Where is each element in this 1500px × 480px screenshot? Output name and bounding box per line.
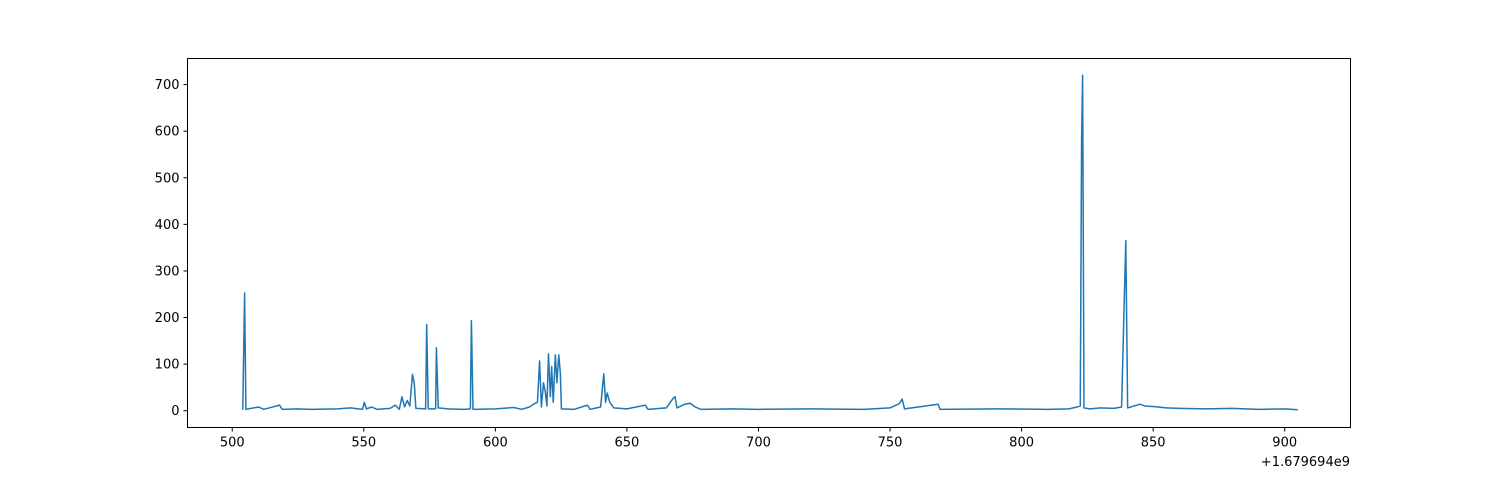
x-tick-label: 750 — [878, 436, 903, 451]
x-tick-label: 600 — [483, 436, 508, 451]
y-tick-label: 0 — [171, 404, 179, 419]
y-axis: 0 100 200 300 400 500 600 700 — [155, 78, 188, 419]
series-layer — [242, 74, 1298, 411]
x-axis-offset-label: +1.679694e9 — [1261, 455, 1350, 470]
y-tick-label: 600 — [155, 125, 180, 140]
y-tick-label: 500 — [155, 171, 180, 186]
x-axis: 500 550 600 650 700 750 800 850 900 — [220, 427, 1297, 451]
x-tick-label: 700 — [746, 436, 771, 451]
x-tick-label: 550 — [351, 436, 376, 451]
y-tick-label: 200 — [155, 311, 180, 326]
y-tick-label: 400 — [155, 218, 180, 233]
x-tick-label: 500 — [220, 436, 245, 451]
x-tick-label: 800 — [1009, 436, 1034, 451]
y-tick-label: 100 — [155, 358, 180, 373]
plot-area-frame — [187, 58, 1351, 428]
x-tick-label: 850 — [1141, 436, 1166, 451]
x-tick-label: 900 — [1272, 436, 1297, 451]
series-line-0 — [242, 74, 1298, 411]
y-tick-label: 700 — [155, 78, 180, 93]
y-tick-label: 300 — [155, 264, 180, 279]
x-tick-label: 650 — [614, 436, 639, 451]
